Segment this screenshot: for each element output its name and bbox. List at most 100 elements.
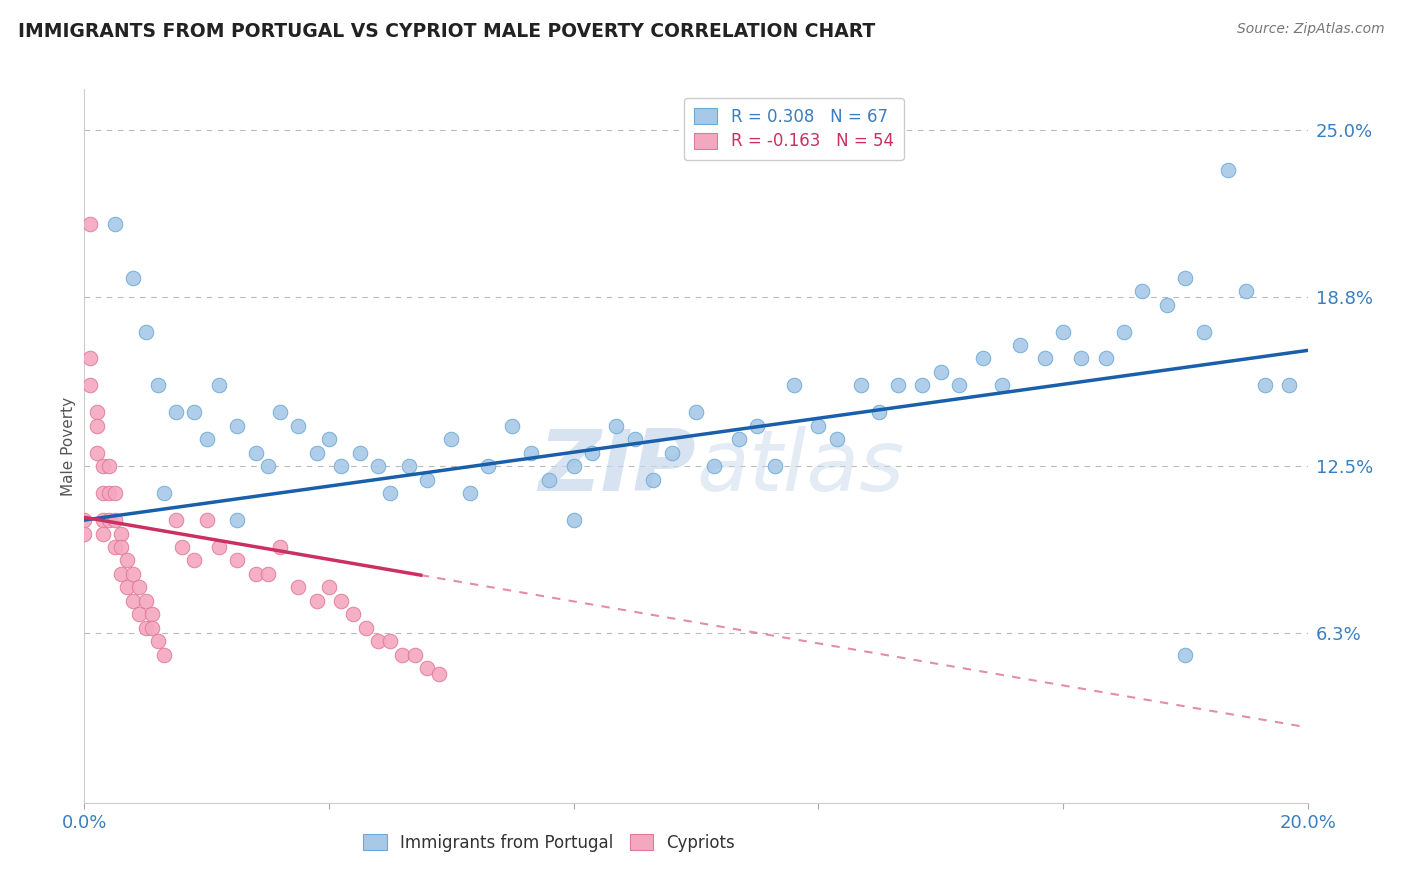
Point [104, 540, 127, 554]
Point [287, 580, 309, 594]
Point [404, 648, 426, 662]
Point [146, 634, 169, 648]
Point [104, 513, 127, 527]
Point [502, 418, 524, 433]
Point [128, 580, 150, 594]
Point [226, 553, 249, 567]
Point [305, 446, 328, 460]
Point [195, 432, 218, 446]
Point [86, 418, 108, 433]
Point [146, 378, 169, 392]
Point [1132, 284, 1154, 298]
Point [110, 526, 132, 541]
Point [562, 513, 585, 527]
Point [520, 446, 543, 460]
Point [208, 378, 231, 392]
Point [86, 405, 108, 419]
Point [367, 634, 389, 648]
Point [330, 459, 353, 474]
Point [538, 473, 561, 487]
Point [869, 405, 891, 419]
Point [458, 486, 481, 500]
Point [342, 607, 364, 622]
Point [991, 378, 1014, 392]
Point [305, 594, 328, 608]
Point [73, 513, 96, 527]
Legend: Immigrants from Portugal, Cypriots: Immigrants from Portugal, Cypriots [357, 828, 742, 859]
Text: Source: ZipAtlas.com: Source: ZipAtlas.com [1237, 22, 1385, 37]
Point [115, 580, 138, 594]
Point [318, 580, 340, 594]
Point [367, 459, 389, 474]
Point [349, 446, 371, 460]
Point [685, 405, 707, 419]
Point [849, 378, 872, 392]
Point [79, 351, 101, 366]
Point [380, 634, 402, 648]
Point [398, 459, 420, 474]
Point [380, 486, 402, 500]
Point [1174, 648, 1197, 662]
Point [416, 473, 439, 487]
Point [141, 607, 163, 622]
Point [245, 566, 267, 581]
Point [825, 432, 848, 446]
Point [195, 513, 218, 527]
Point [135, 594, 157, 608]
Point [269, 405, 291, 419]
Point [948, 378, 970, 392]
Point [416, 661, 439, 675]
Point [1174, 270, 1197, 285]
Point [354, 621, 377, 635]
Point [257, 459, 280, 474]
Point [122, 594, 145, 608]
Point [477, 459, 499, 474]
Point [1216, 163, 1239, 178]
Point [765, 459, 787, 474]
Point [91, 486, 114, 500]
Point [1156, 298, 1178, 312]
Point [226, 513, 249, 527]
Point [391, 648, 413, 662]
Point [115, 553, 138, 567]
Point [104, 486, 127, 500]
Point [1010, 338, 1032, 352]
Point [257, 566, 280, 581]
Point [135, 325, 157, 339]
Point [1114, 325, 1136, 339]
Point [929, 365, 952, 379]
Point [887, 378, 910, 392]
Point [605, 418, 627, 433]
Point [153, 648, 176, 662]
Point [972, 351, 994, 366]
Point [135, 621, 157, 635]
Point [122, 270, 145, 285]
Point [183, 553, 205, 567]
Point [91, 459, 114, 474]
Point [440, 432, 463, 446]
Text: ZIP: ZIP [538, 425, 696, 509]
Point [79, 378, 101, 392]
Text: atlas: atlas [696, 425, 904, 509]
Point [581, 446, 603, 460]
Point [97, 486, 120, 500]
Point [245, 446, 267, 460]
Point [727, 432, 749, 446]
Point [287, 418, 309, 433]
Point [1070, 351, 1092, 366]
Point [208, 540, 231, 554]
Point [269, 540, 291, 554]
Point [1236, 284, 1258, 298]
Point [1254, 378, 1277, 392]
Point [122, 566, 145, 581]
Point [128, 607, 150, 622]
Point [104, 217, 127, 231]
Point [110, 566, 132, 581]
Point [91, 526, 114, 541]
Point [97, 513, 120, 527]
Point [73, 526, 96, 541]
Point [183, 405, 205, 419]
Point [807, 418, 830, 433]
Point [97, 459, 120, 474]
Point [747, 418, 769, 433]
